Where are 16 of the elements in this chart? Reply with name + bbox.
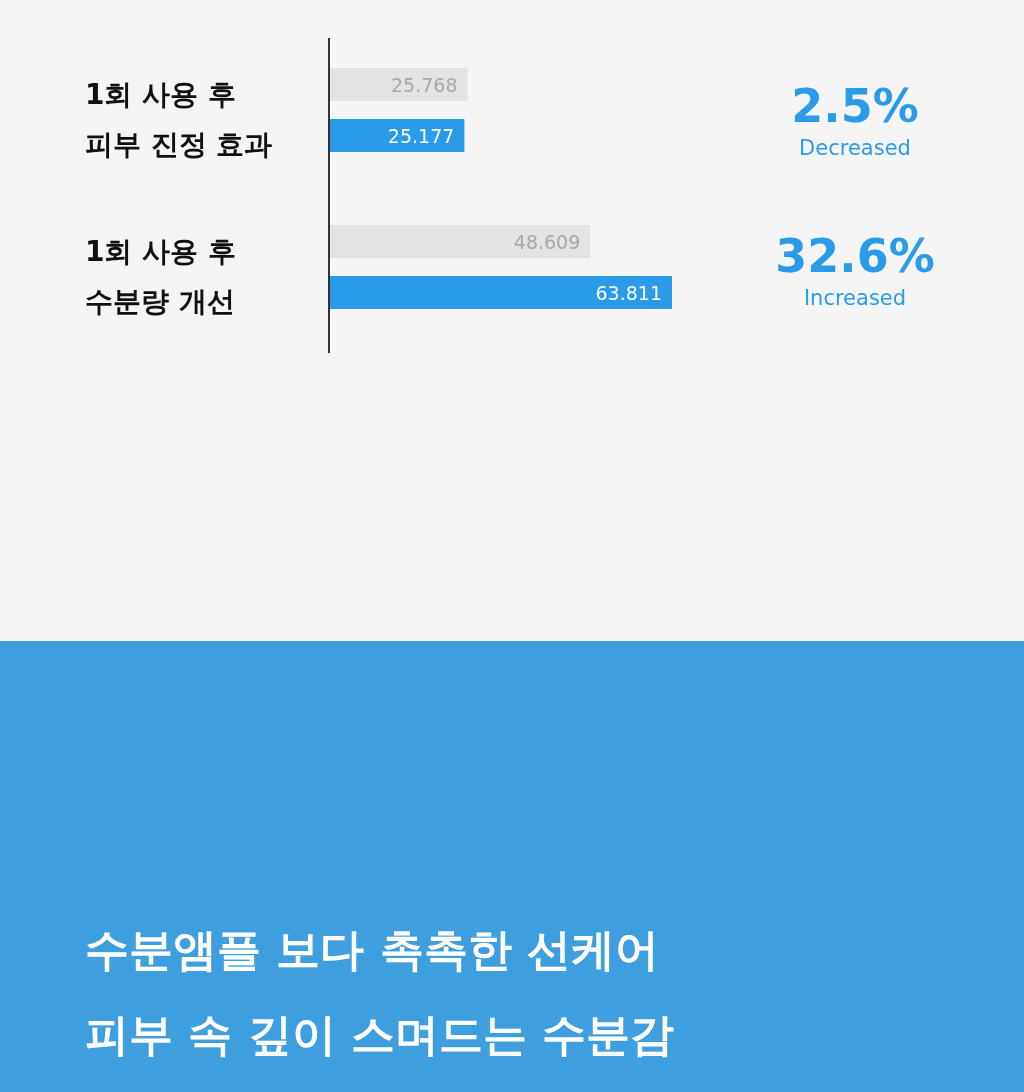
data-label: 25.177	[387, 124, 455, 147]
text: 수분앰플 보다 촉촉한 선케어	[85, 924, 659, 975]
text: 피부 속 깊이 스며드는 수분감	[85, 1009, 675, 1060]
text: Decreased	[799, 136, 911, 160]
bar	[329, 225, 591, 258]
bar	[329, 119, 465, 152]
text: 32.6%	[775, 229, 935, 283]
data-label: 48.609	[513, 230, 581, 253]
data-label: 63.811	[595, 281, 662, 304]
y-tick-label: 1회 사용 후 수분량 개선	[85, 235, 236, 318]
text: Increased	[803, 286, 907, 310]
bar	[329, 276, 672, 309]
y-tick-label: 1회 사용 후 피부 진정 효과	[85, 78, 273, 161]
data-label: 25.768	[391, 73, 458, 96]
bar	[329, 68, 468, 101]
text: 2.5%	[791, 79, 919, 133]
